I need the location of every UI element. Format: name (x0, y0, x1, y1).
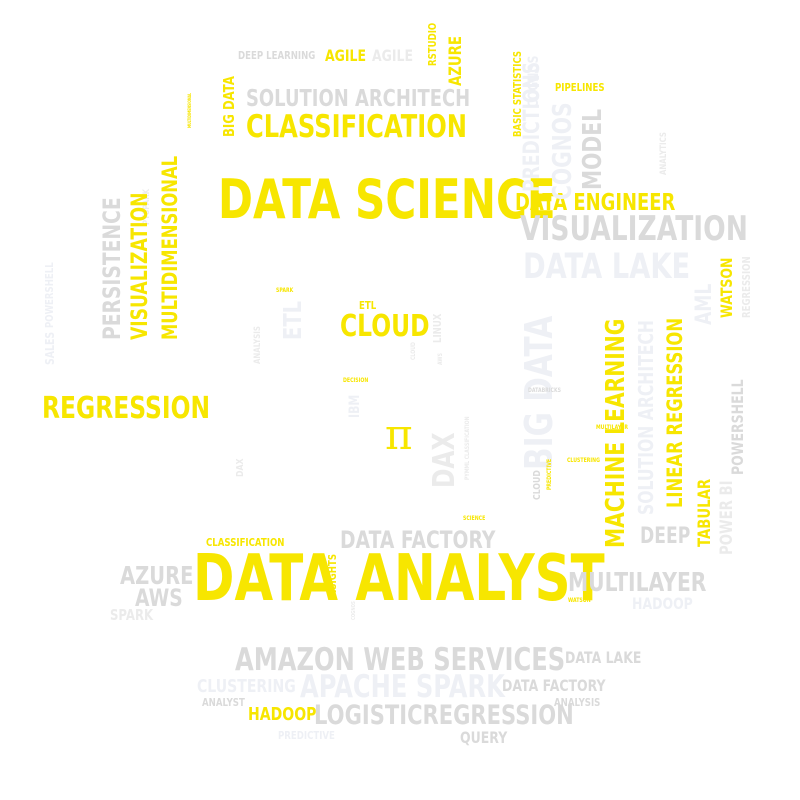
word-tabular: TABULAR (695, 478, 715, 547)
word-classification-small: CLASSIFICATION (206, 536, 285, 549)
word-apache-spark: APACHE SPARK (300, 669, 505, 705)
word-aws: AWS (135, 584, 183, 612)
word-big-data-small: BIG DATA (220, 76, 238, 137)
word-visualization-vertical: VISUALIZATION (128, 192, 153, 340)
word-data-factory-2: DATA FACTORY (502, 676, 606, 695)
word-query: QUERY (460, 728, 508, 747)
pi-symbol: π (385, 410, 413, 459)
word-sales: SALES (43, 331, 57, 365)
word-hadoop-gray: HADOOP (632, 594, 693, 613)
word-cognos: COGNOS (548, 102, 578, 200)
word-machine-learning: MACHINE LEARNING (601, 318, 631, 548)
word-watson-tiny: WATSON (568, 597, 591, 604)
word-clustering: CLUSTERING (197, 676, 296, 697)
word-hadoop: HADOOP (248, 704, 317, 725)
word-spark-tiny: SPARK (276, 287, 294, 294)
word-dax-small: DAX (235, 458, 246, 477)
word-solution-architech: SOLUTION ARCHITECH (246, 86, 471, 112)
word-agile: AGILE (325, 46, 367, 65)
word-spark: SPARK (110, 606, 154, 624)
word-predictive-vertical: PREDICTIVE (546, 458, 553, 490)
word-cloud-vertical: CLOUD (410, 342, 417, 360)
word-multilayer: MULTILAYER (568, 568, 707, 598)
word-rstudio: RSTUDIO (426, 22, 439, 66)
word-power-bi: POWER BI (717, 480, 737, 555)
word-logisticregression: LOGISTICREGRESSION (314, 700, 574, 731)
word-analytics: ANALYTICS (659, 132, 669, 175)
word-multidimensional-tiny: MULTIDIMENSIONAL (187, 92, 192, 128)
word-pymml-classification: PYMML CLASSIFICATION (464, 416, 471, 480)
word-azure: AZURE (120, 561, 194, 590)
word-deep: DEEP (640, 524, 691, 549)
word-aml: AML (692, 283, 717, 325)
word-multilayer-tiny: MULTILAYER (596, 424, 628, 431)
word-deep-learning: DEEP LEARNING (238, 49, 316, 62)
word-solution-architech-vertical: SOLUTION ARCHITECH (634, 320, 658, 515)
word-amazon-web-services: AMAZON WEB SERVICES (235, 642, 566, 678)
word-analysis-vertical: ANALYSIS (253, 326, 263, 364)
word-analyst: ANALYST (202, 696, 245, 709)
word-ibm: IBM (347, 394, 363, 418)
word-visualization: VISUALIZATION (520, 209, 748, 249)
word-persistence: PERSISTENCE (98, 197, 126, 340)
word-dax: DAX (427, 432, 462, 488)
word-regression-vertical: REGRESSION (740, 256, 753, 318)
word-science-tiny: SCIENCE (463, 515, 486, 522)
word-watson-vertical: WATSON (717, 257, 736, 318)
word-linux: LINUX (431, 313, 444, 343)
word-linear-regression: LINEAR REGRESSION (663, 317, 687, 508)
word-clustering-tiny: CLUSTERING (567, 457, 600, 464)
word-multidimensional: MULTIDIMENSIONAL (158, 155, 182, 340)
word-powershell-left: POWERSHELL (43, 262, 56, 328)
word-insights: INSIGHTS (326, 553, 339, 600)
word-data-lake: DATA LAKE (565, 648, 642, 667)
word-decision: DECISION (343, 377, 369, 384)
word-analysis: ANALYSIS (554, 696, 601, 709)
word-cognos-tiny: COGNOS (351, 601, 357, 620)
word-data-analyst: DATA ANALYST (193, 542, 605, 616)
word-predictions: PREDICTIONS (520, 61, 545, 193)
word-data-engineer: DATA ENGINEER (515, 190, 676, 216)
word-aws-vertical: AWS (437, 353, 444, 365)
word-cloud: CLOUD (340, 309, 430, 344)
word-azure-vertical: AZURE (446, 36, 466, 86)
word-data-lake-big: DATA LAKE (523, 247, 691, 287)
word-pipelines: PIPELINES (555, 81, 605, 94)
word-data-science: DATA SCIENCE (218, 168, 556, 231)
word-data-factory: DATA FACTORY (340, 526, 496, 554)
word-etl-small: ETL (359, 299, 377, 312)
word-predictive: PREDICTIVE (278, 729, 335, 742)
word-classification: CLASSIFICATION (246, 109, 467, 145)
word-databricks: DATABRICKS (528, 387, 561, 394)
word-powershell-vertical: POWERSHELL (728, 379, 747, 475)
word-agile-gray: AGILE (372, 46, 414, 65)
word-model: MODEL (578, 108, 608, 190)
word-cloud-right: CLOUD (532, 470, 543, 500)
word-etl-vertical: ETL (278, 300, 307, 340)
word-regression: REGRESSION (42, 391, 211, 426)
